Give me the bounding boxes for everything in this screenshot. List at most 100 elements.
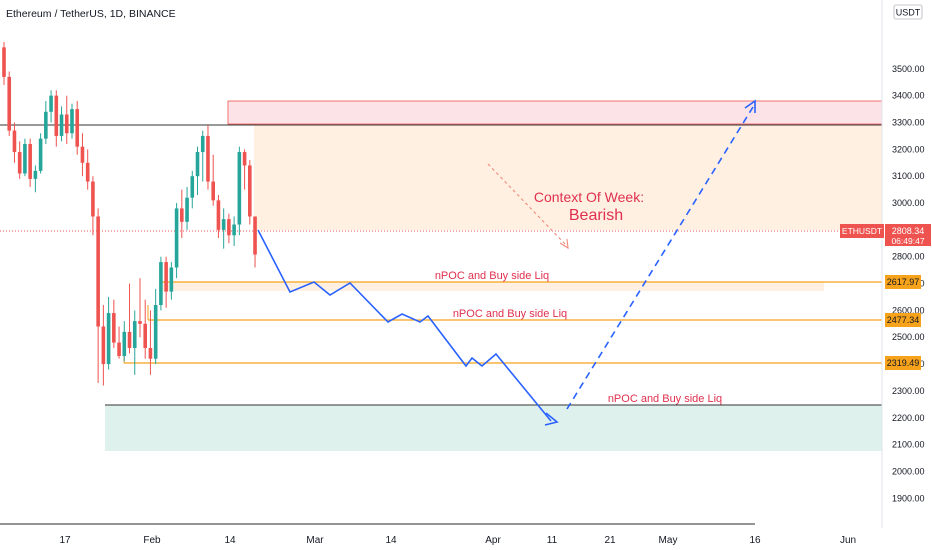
- premium-zone[interactable]: [254, 125, 882, 230]
- candle-body[interactable]: [54, 95, 59, 136]
- time-axis: 17 Feb 14 Mar 14 Apr 11 21 May 16 Jun: [0, 523, 932, 550]
- npoc-label-3: nPOC and Buy side Liq: [608, 393, 722, 405]
- time-tick-label: 14: [385, 535, 397, 546]
- time-tick-label: 16: [749, 535, 761, 546]
- npoc-label-2: nPOC and Buy side Liq: [453, 308, 567, 320]
- candle-body[interactable]: [91, 181, 95, 217]
- candle-body[interactable]: [242, 152, 247, 166]
- candle-body[interactable]: [138, 321, 142, 324]
- candlestick-series: [2, 42, 257, 386]
- time-axis-background: [0, 528, 932, 550]
- level-tag-1-value: 2617.97: [887, 277, 920, 287]
- candle-body[interactable]: [253, 216, 257, 255]
- time-tick-label: 14: [224, 535, 236, 546]
- candle-body[interactable]: [122, 331, 127, 357]
- context-arrowhead: [559, 238, 569, 250]
- level-tag-1: [885, 275, 921, 289]
- annotations: Context Of Week: Bearish nPOC and Buy si…: [435, 189, 722, 405]
- price-tick-label: 2500.00: [892, 332, 925, 342]
- candle-body[interactable]: [85, 162, 90, 182]
- candle-body[interactable]: [33, 170, 38, 179]
- bar-countdown: 06:49:47: [891, 236, 924, 246]
- time-tick-label: Jun: [840, 535, 856, 546]
- candle-body[interactable]: [200, 135, 205, 153]
- candle-body[interactable]: [28, 143, 32, 179]
- level-tag-2: [885, 313, 921, 327]
- candle-body[interactable]: [64, 114, 69, 134]
- candle-body[interactable]: [190, 176, 195, 198]
- candle-body[interactable]: [185, 197, 189, 222]
- projection-path[interactable]: [257, 229, 552, 422]
- symbol-title[interactable]: Ethereum / TetherUS, 1D, BINANCE: [6, 8, 176, 20]
- candle-body[interactable]: [80, 146, 85, 163]
- time-tick-label: 11: [547, 535, 558, 546]
- price-tick-label: 3500.00: [892, 64, 925, 74]
- level-tag-2-value: 2477.34: [887, 315, 920, 325]
- context-arrow: [487, 163, 567, 246]
- candle-body[interactable]: [164, 262, 168, 292]
- supply-zone[interactable]: [227, 100, 883, 125]
- candle-body[interactable]: [101, 326, 106, 365]
- time-tick-label: Apr: [485, 535, 501, 546]
- candle-body[interactable]: [227, 219, 231, 236]
- projection-target-arrowhead: [744, 99, 756, 113]
- candle-body[interactable]: [44, 111, 48, 139]
- price-tick-label: 2200.00: [892, 413, 925, 423]
- candle-body[interactable]: [59, 114, 64, 136]
- last-price: 2808.34: [892, 226, 925, 236]
- candle-body[interactable]: [112, 313, 116, 343]
- candle-body[interactable]: [96, 216, 100, 327]
- candle-body[interactable]: [143, 323, 148, 348]
- demand-zone[interactable]: [105, 405, 882, 451]
- price-tick-label: 2000.00: [892, 466, 925, 476]
- candle-body[interactable]: [232, 224, 236, 236]
- candle-body[interactable]: [106, 313, 111, 365]
- time-tick-labels: 17 Feb 14 Mar 14 Apr 11 21 May 16 Jun: [59, 535, 856, 546]
- candle-body[interactable]: [195, 152, 200, 177]
- time-tick-label: 21: [604, 535, 616, 546]
- context-value: Bearish: [569, 207, 623, 224]
- horizontal-lines: [0, 124, 882, 406]
- time-tick-label: May: [659, 535, 678, 546]
- candle-body[interactable]: [70, 109, 74, 134]
- candle-body[interactable]: [12, 130, 17, 153]
- candle-body[interactable]: [206, 135, 210, 182]
- candle-body[interactable]: [174, 208, 179, 268]
- candle-body[interactable]: [248, 165, 252, 217]
- candle-body[interactable]: [127, 331, 132, 348]
- price-tick-label: 3300.00: [892, 118, 925, 128]
- candle-body[interactable]: [75, 109, 80, 147]
- time-tick-label: Feb: [143, 535, 161, 546]
- price-axis: USDT 3500.00 3400.00 3300.00 3200.00 3100.00…: [840, 0, 932, 528]
- ticker-label: ETHUSDT: [842, 226, 882, 236]
- candle-body[interactable]: [38, 138, 43, 171]
- candle-body[interactable]: [7, 76, 12, 131]
- price-tick-label: 3400.00: [892, 91, 925, 101]
- price-tick-label: 3200.00: [892, 144, 925, 154]
- price-tick-label: 2100.00: [892, 440, 925, 450]
- level-tag-3: [885, 356, 921, 370]
- currency-label: USDT: [896, 8, 921, 18]
- candle-body[interactable]: [148, 347, 153, 359]
- candle-body[interactable]: [153, 305, 158, 359]
- candle-body[interactable]: [169, 267, 174, 292]
- candle-body[interactable]: [221, 219, 226, 230]
- candle-body[interactable]: [216, 200, 221, 230]
- candle-body[interactable]: [117, 342, 121, 357]
- candle-body[interactable]: [49, 95, 53, 112]
- currency-button[interactable]: [893, 4, 923, 20]
- candle-body[interactable]: [132, 321, 137, 348]
- candle-body[interactable]: [23, 143, 27, 174]
- npoc-label-1: nPOC and Buy side Liq: [435, 270, 549, 282]
- price-tick-label: 3100.00: [892, 171, 925, 181]
- candle-body[interactable]: [2, 47, 6, 77]
- level-tag-3-value: 2319.49: [887, 358, 920, 368]
- candle-body[interactable]: [17, 152, 22, 174]
- candle-body[interactable]: [211, 181, 215, 201]
- price-tick-label: 2300.00: [892, 386, 925, 396]
- candle-body[interactable]: [159, 262, 163, 306]
- ticker-tag: [840, 224, 884, 238]
- candle-body[interactable]: [180, 208, 184, 222]
- candle-body[interactable]: [237, 152, 242, 225]
